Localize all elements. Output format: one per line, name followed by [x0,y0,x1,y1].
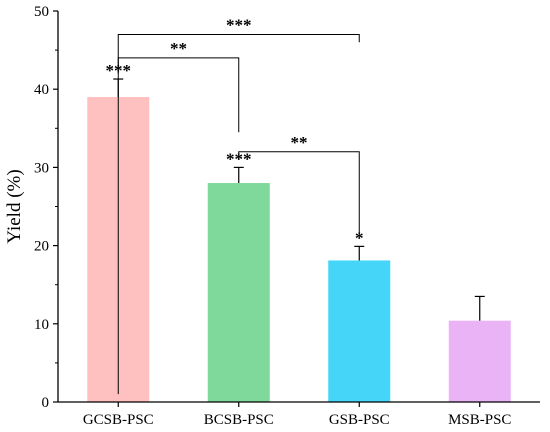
y-tick-label: 40 [34,82,49,98]
y-axis-title: Yield (%) [4,169,25,243]
x-tick-label: BCSB-PSC [204,412,274,428]
y-tick-label: 0 [42,395,50,411]
bar-msb-psc [448,320,511,402]
significance-bracket [117,33,360,395]
x-tick-label: GSB-PSC [329,412,390,428]
y-tick-label: 20 [34,239,49,255]
bracket-significance-label: *** [226,15,252,34]
bar-bcsb-psc [207,183,270,402]
y-tick-label: 30 [34,160,49,176]
bar-significance-label: * [355,228,364,247]
y-tick-label: 50 [34,4,49,20]
bar-gsb-psc [328,260,391,402]
y-tick-label: 10 [34,317,49,333]
x-tick-label: GCSB-PSC [83,412,154,428]
x-tick-label: MSB-PSC [448,412,511,428]
significance-bracket [117,57,240,133]
significance-bracket [238,151,360,234]
bracket-significance-label: ** [170,39,187,58]
bracket-significance-label: ** [291,133,308,152]
